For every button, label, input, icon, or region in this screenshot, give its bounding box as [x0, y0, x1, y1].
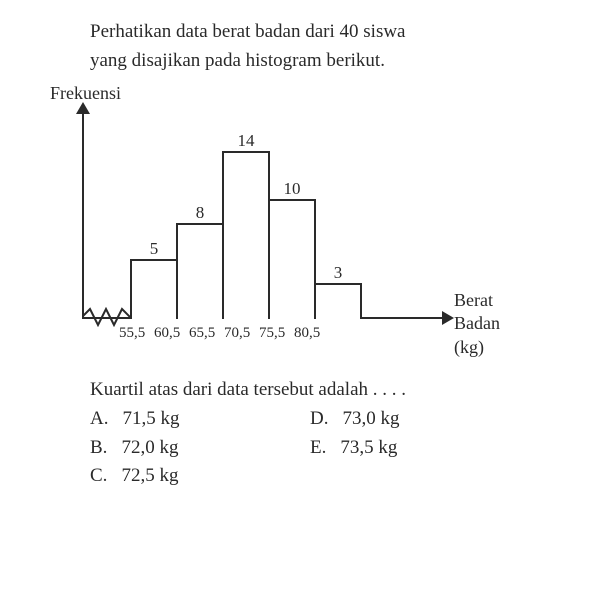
- axis-break-zigzag: [82, 307, 130, 327]
- question-line-2: yang disajikan pada histogram berikut.: [90, 50, 385, 71]
- option-b-letter: B.: [90, 434, 107, 463]
- bar-5: 3: [314, 283, 362, 319]
- bar-3: 14: [222, 151, 270, 319]
- x-axis-ticks: 55,5 60,5 65,5 70,5 75,5 80,5: [130, 325, 340, 342]
- answers-area: Kuartil atas dari data tersebut adalah .…: [50, 379, 560, 491]
- option-e-letter: E.: [310, 434, 326, 463]
- option-c-letter: C.: [90, 462, 107, 491]
- option-d-letter: D.: [310, 405, 328, 434]
- answer-stem: Kuartil atas dari data tersebut adalah .…: [90, 379, 560, 401]
- question-line-1: Perhatikan data berat badan dari 40 sisw…: [90, 21, 406, 42]
- option-a-text: 71,5 kg: [122, 405, 179, 434]
- x-axis-arrow: [442, 311, 454, 325]
- x-axis-label: Berat Badan (kg): [454, 289, 500, 359]
- option-a: A. 71,5 kg: [90, 405, 310, 434]
- option-e: E. 73,5 kg: [310, 434, 510, 463]
- bar-value-3: 14: [224, 131, 268, 151]
- options-grid: A. 71,5 kg D. 73,0 kg B. 72,0 kg E. 73,5…: [90, 405, 560, 491]
- option-a-letter: A.: [90, 405, 108, 434]
- bar-value-4: 10: [270, 179, 314, 199]
- bar-value-2: 8: [178, 203, 222, 223]
- bars-container: 5 8 14 10 3: [130, 151, 362, 319]
- bar-1: 5: [130, 259, 178, 319]
- question-text: Perhatikan data berat badan dari 40 sisw…: [50, 18, 560, 75]
- option-c: C. 72,5 kg: [90, 462, 310, 491]
- option-e-text: 73,5 kg: [340, 434, 397, 463]
- option-b: B. 72,0 kg: [90, 434, 310, 463]
- y-axis-label: Frekuensi: [50, 83, 121, 104]
- bar-4: 10: [268, 199, 316, 319]
- histogram-chart: Frekuensi 5 8 14 10 3 55,5 60,5 65,5 70,…: [50, 89, 470, 369]
- option-d: D. 73,0 kg: [310, 405, 510, 434]
- x-tick-6: 80,5: [294, 325, 340, 342]
- option-d-text: 73,0 kg: [342, 405, 399, 434]
- option-c-text: 72,5 kg: [121, 462, 178, 491]
- x-axis-label-line1: Berat: [454, 289, 500, 312]
- x-axis-unit: (kg): [454, 336, 500, 359]
- bar-value-5: 3: [316, 263, 360, 283]
- x-axis-label-line2: Badan: [454, 312, 500, 335]
- y-axis-line: [82, 109, 84, 319]
- bar-2: 8: [176, 223, 224, 319]
- bar-value-1: 5: [132, 239, 176, 259]
- option-b-text: 72,0 kg: [121, 434, 178, 463]
